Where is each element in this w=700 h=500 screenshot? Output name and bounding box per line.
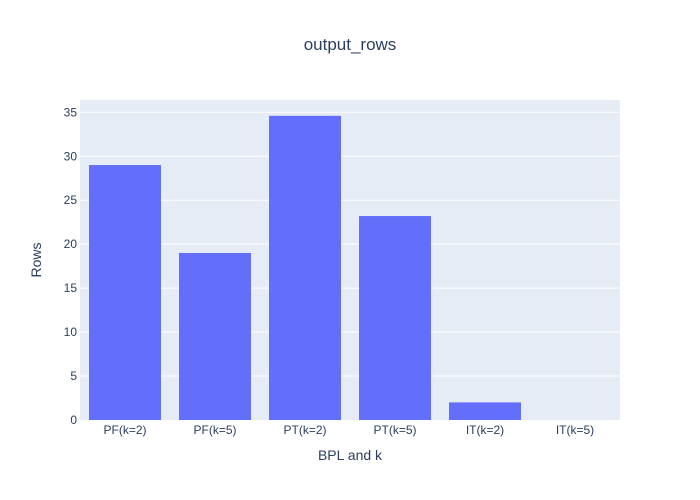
x-tick-label: PT(k=2)	[283, 423, 326, 437]
y-tick-label: 30	[64, 149, 78, 163]
y-tick-label: 5	[70, 369, 77, 383]
bar	[89, 165, 161, 420]
y-tick-label: 10	[64, 325, 78, 339]
y-axis-ticks: 0 5 10 15 20 25 30 35	[64, 105, 78, 427]
y-axis-title: Rows	[28, 242, 44, 277]
y-tick-label: 35	[64, 105, 78, 119]
y-tick-label: 15	[64, 281, 78, 295]
x-tick-label: IT(k=2)	[466, 423, 504, 437]
x-axis-title: BPL and k	[318, 447, 383, 463]
y-tick-label: 25	[64, 193, 78, 207]
bars	[89, 115, 521, 421]
x-axis-ticks: PF(k=2) PF(k=5) PT(k=2) PT(k=5) IT(k=2) IT(k=…	[103, 423, 594, 437]
x-tick-label: IT(k=5)	[556, 423, 594, 437]
x-tick-label: PF(k=2)	[103, 423, 146, 437]
x-tick-label: PT(k=5)	[373, 423, 416, 437]
x-tick-label: PF(k=5)	[193, 423, 236, 437]
plot-area	[80, 100, 620, 420]
chart-title: output_rows	[304, 35, 397, 54]
y-tick-label: 0	[70, 413, 77, 427]
bar	[449, 402, 521, 420]
y-tick-label: 20	[64, 237, 78, 251]
bar	[179, 252, 251, 420]
gridlines	[80, 111, 620, 377]
bar	[359, 216, 431, 420]
bar	[269, 115, 341, 421]
